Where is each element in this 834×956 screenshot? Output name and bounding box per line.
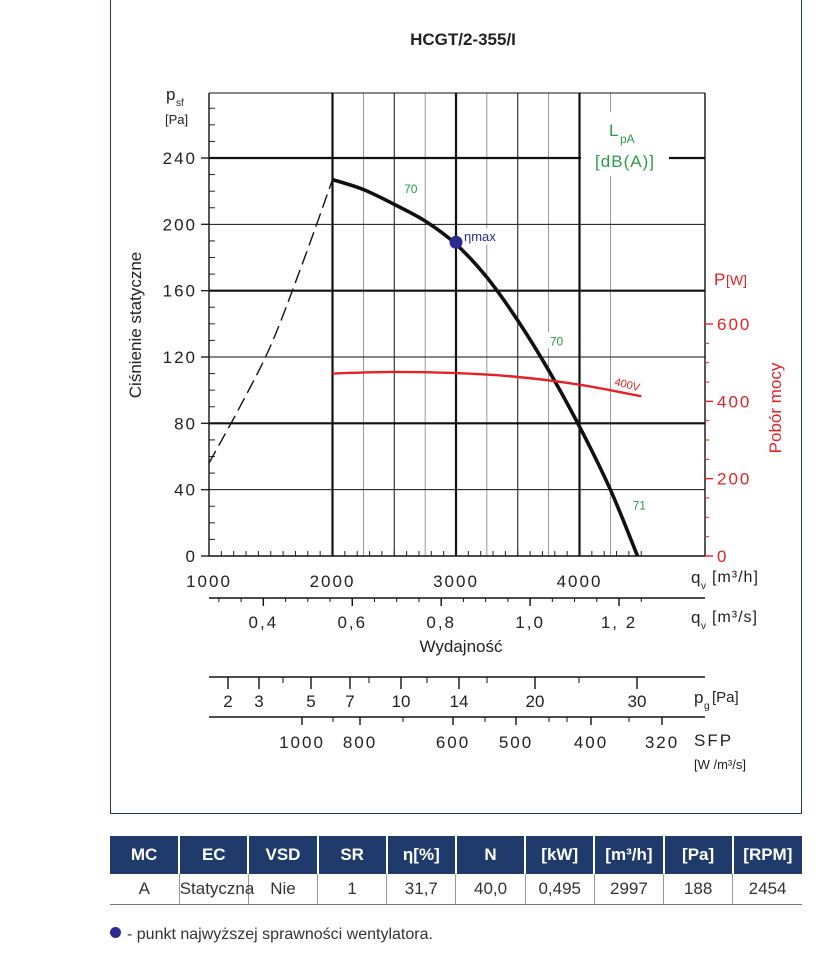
header-rpm: [RPM]: [731, 836, 802, 874]
eta-max-point-icon: [110, 927, 121, 938]
y-tick-label-4: 160: [163, 282, 197, 301]
y2-axis-unit: [W]: [726, 272, 747, 288]
header-mc: MC: [110, 836, 180, 874]
x2-tick-label-3: 1,0: [515, 613, 545, 632]
power-curve: [332, 370, 642, 398]
sound-level-label-0: 70: [404, 182, 418, 196]
sfp-tick-label-1: 800: [343, 733, 377, 752]
x-tick-label-3: 4000: [557, 572, 603, 591]
header-kw: [kW]: [524, 836, 595, 874]
sound-level-label-2: 71: [633, 499, 647, 513]
x-axis-symbol-sub: v: [701, 581, 706, 592]
sound-level-bg-1: [546, 332, 567, 349]
x2-axis-unit: [m³/s]: [712, 609, 758, 626]
sfp-axis-unit: [W /m³/s]: [694, 757, 746, 772]
eta-max-label-bg: [462, 228, 508, 245]
cell-kw: 0,495: [524, 874, 595, 905]
y-axis-unit: [Pa]: [165, 112, 188, 127]
lpa-unit: [dB(A)]: [595, 152, 655, 171]
sfp-axis-label: SFP: [694, 731, 733, 750]
header-sr: SR: [316, 836, 387, 874]
x2-axis-label: Wydajność: [420, 637, 503, 656]
y2-axis-label: Pobór mocy: [766, 362, 785, 453]
pg-tick-label-5: 14: [450, 692, 469, 711]
cell-rpm: 2454: [732, 874, 802, 905]
sfp-tick-label-0: 1000: [279, 733, 325, 752]
table-row: A Statyczna Nie 1 31,7 40,0 0,495 2997 1…: [110, 874, 802, 905]
x2-tick-label-4: 1, 2: [601, 613, 637, 632]
x-tick-label-1: 2000: [310, 572, 356, 591]
y-tick-label-2: 80: [174, 414, 197, 433]
y2-tick-label-2: 400: [717, 392, 751, 411]
lpa-label-bg: [581, 112, 669, 176]
cell-vsd: Nie: [247, 874, 318, 905]
cell-n: 40,0: [455, 874, 526, 905]
pg-axis-unit: [Pa]: [712, 689, 739, 706]
x2-tick-label-2: 0,8: [426, 613, 456, 632]
lpa-symbol-sub: pA: [620, 132, 635, 146]
sound-level-bg-2: [629, 496, 650, 513]
y-axis-label: Ciśnienie statyczne: [126, 252, 145, 398]
cell-ec: Statyczna: [178, 874, 254, 905]
chart-frame: HCGT/2-355/I 0 40 80 120 160 200 240 p sf [Pa] Ciśn…: [110, 0, 802, 814]
y-tick-label-0: 0: [186, 547, 197, 566]
x-axis-symbol: q: [691, 568, 700, 587]
header-flow: [m³/h]: [593, 836, 664, 874]
pressure-curve-extension: [208, 179, 334, 464]
eta-max-point: [449, 235, 463, 249]
y-axis-symbol-sub: sf: [176, 98, 184, 109]
pg-tick-label-0: 2: [223, 692, 232, 711]
y-tick-label-6: 240: [163, 149, 197, 168]
sfp-tick-label-4: 400: [574, 733, 608, 752]
sfp-tick-label-5: 320: [645, 733, 679, 752]
y-tick-label-1: 40: [174, 481, 197, 500]
sound-level-label-1: 70: [550, 334, 564, 348]
cell-sr: 1: [317, 874, 387, 905]
table-header-row: MC EC VSD SR η[%] N [kW] [m³/h] [Pa] [RP…: [110, 836, 802, 874]
legend-note-text: - punkt najwyższej sprawności wentylator…: [127, 926, 433, 943]
cell-flow: 2997: [593, 874, 664, 905]
sfp-tick-label-2: 600: [436, 733, 470, 752]
y2-tick-label-1: 200: [717, 470, 751, 489]
eta-max-label: ηmax: [464, 229, 496, 244]
cell-mc: A: [110, 874, 180, 905]
y-tick-label-5: 200: [163, 215, 197, 234]
pg-tick-label-3: 7: [345, 692, 354, 711]
cell-pa: 188: [662, 874, 733, 905]
y-axis-symbol: p: [166, 85, 175, 104]
cell-eta: 31,7: [386, 874, 456, 905]
x-axis-unit: [m³/h]: [712, 569, 759, 586]
sound-level-bg-0: [401, 179, 422, 196]
lpa-symbol: L: [609, 121, 618, 140]
pg-tick-label-6: 20: [526, 692, 545, 711]
y2-tick-label-0: 0: [717, 547, 728, 566]
x-tick-label-0: 1000: [186, 572, 232, 591]
specs-table: MC EC VSD SR η[%] N [kW] [m³/h] [Pa] [RP…: [110, 836, 802, 905]
pg-tick-label-7: 30: [628, 692, 647, 711]
header-eta: η[%]: [385, 836, 456, 874]
pg-tick-label-1: 3: [254, 692, 263, 711]
header-pa: [Pa]: [662, 836, 733, 874]
y-tick-label-3: 120: [163, 348, 197, 367]
pg-tick-label-2: 5: [306, 692, 315, 711]
chart-title: HCGT/2-355/I: [410, 30, 516, 49]
pressure-curve: [331, 177, 640, 557]
header-vsd: VSD: [247, 836, 318, 874]
pg-axis-symbol: p: [694, 688, 703, 707]
x2-axis-symbol: q: [691, 608, 700, 627]
sfp-tick-label-3: 500: [499, 733, 533, 752]
x2-axis-symbol-sub: v: [701, 621, 706, 632]
x-tick-label-2: 3000: [433, 572, 479, 591]
header-n: N: [454, 836, 526, 874]
legend-note: - punkt najwyższej sprawności wentylator…: [110, 926, 433, 944]
x2-tick-label-1: 0,6: [337, 613, 367, 632]
y2-tick-label-3: 600: [717, 315, 751, 334]
header-ec: EC: [178, 836, 249, 874]
pg-tick-label-4: 10: [392, 692, 411, 711]
y2-axis-symbol: P: [714, 270, 725, 289]
pg-axis-symbol-sub: g: [704, 701, 710, 712]
x2-tick-label-0: 0,4: [249, 613, 279, 632]
